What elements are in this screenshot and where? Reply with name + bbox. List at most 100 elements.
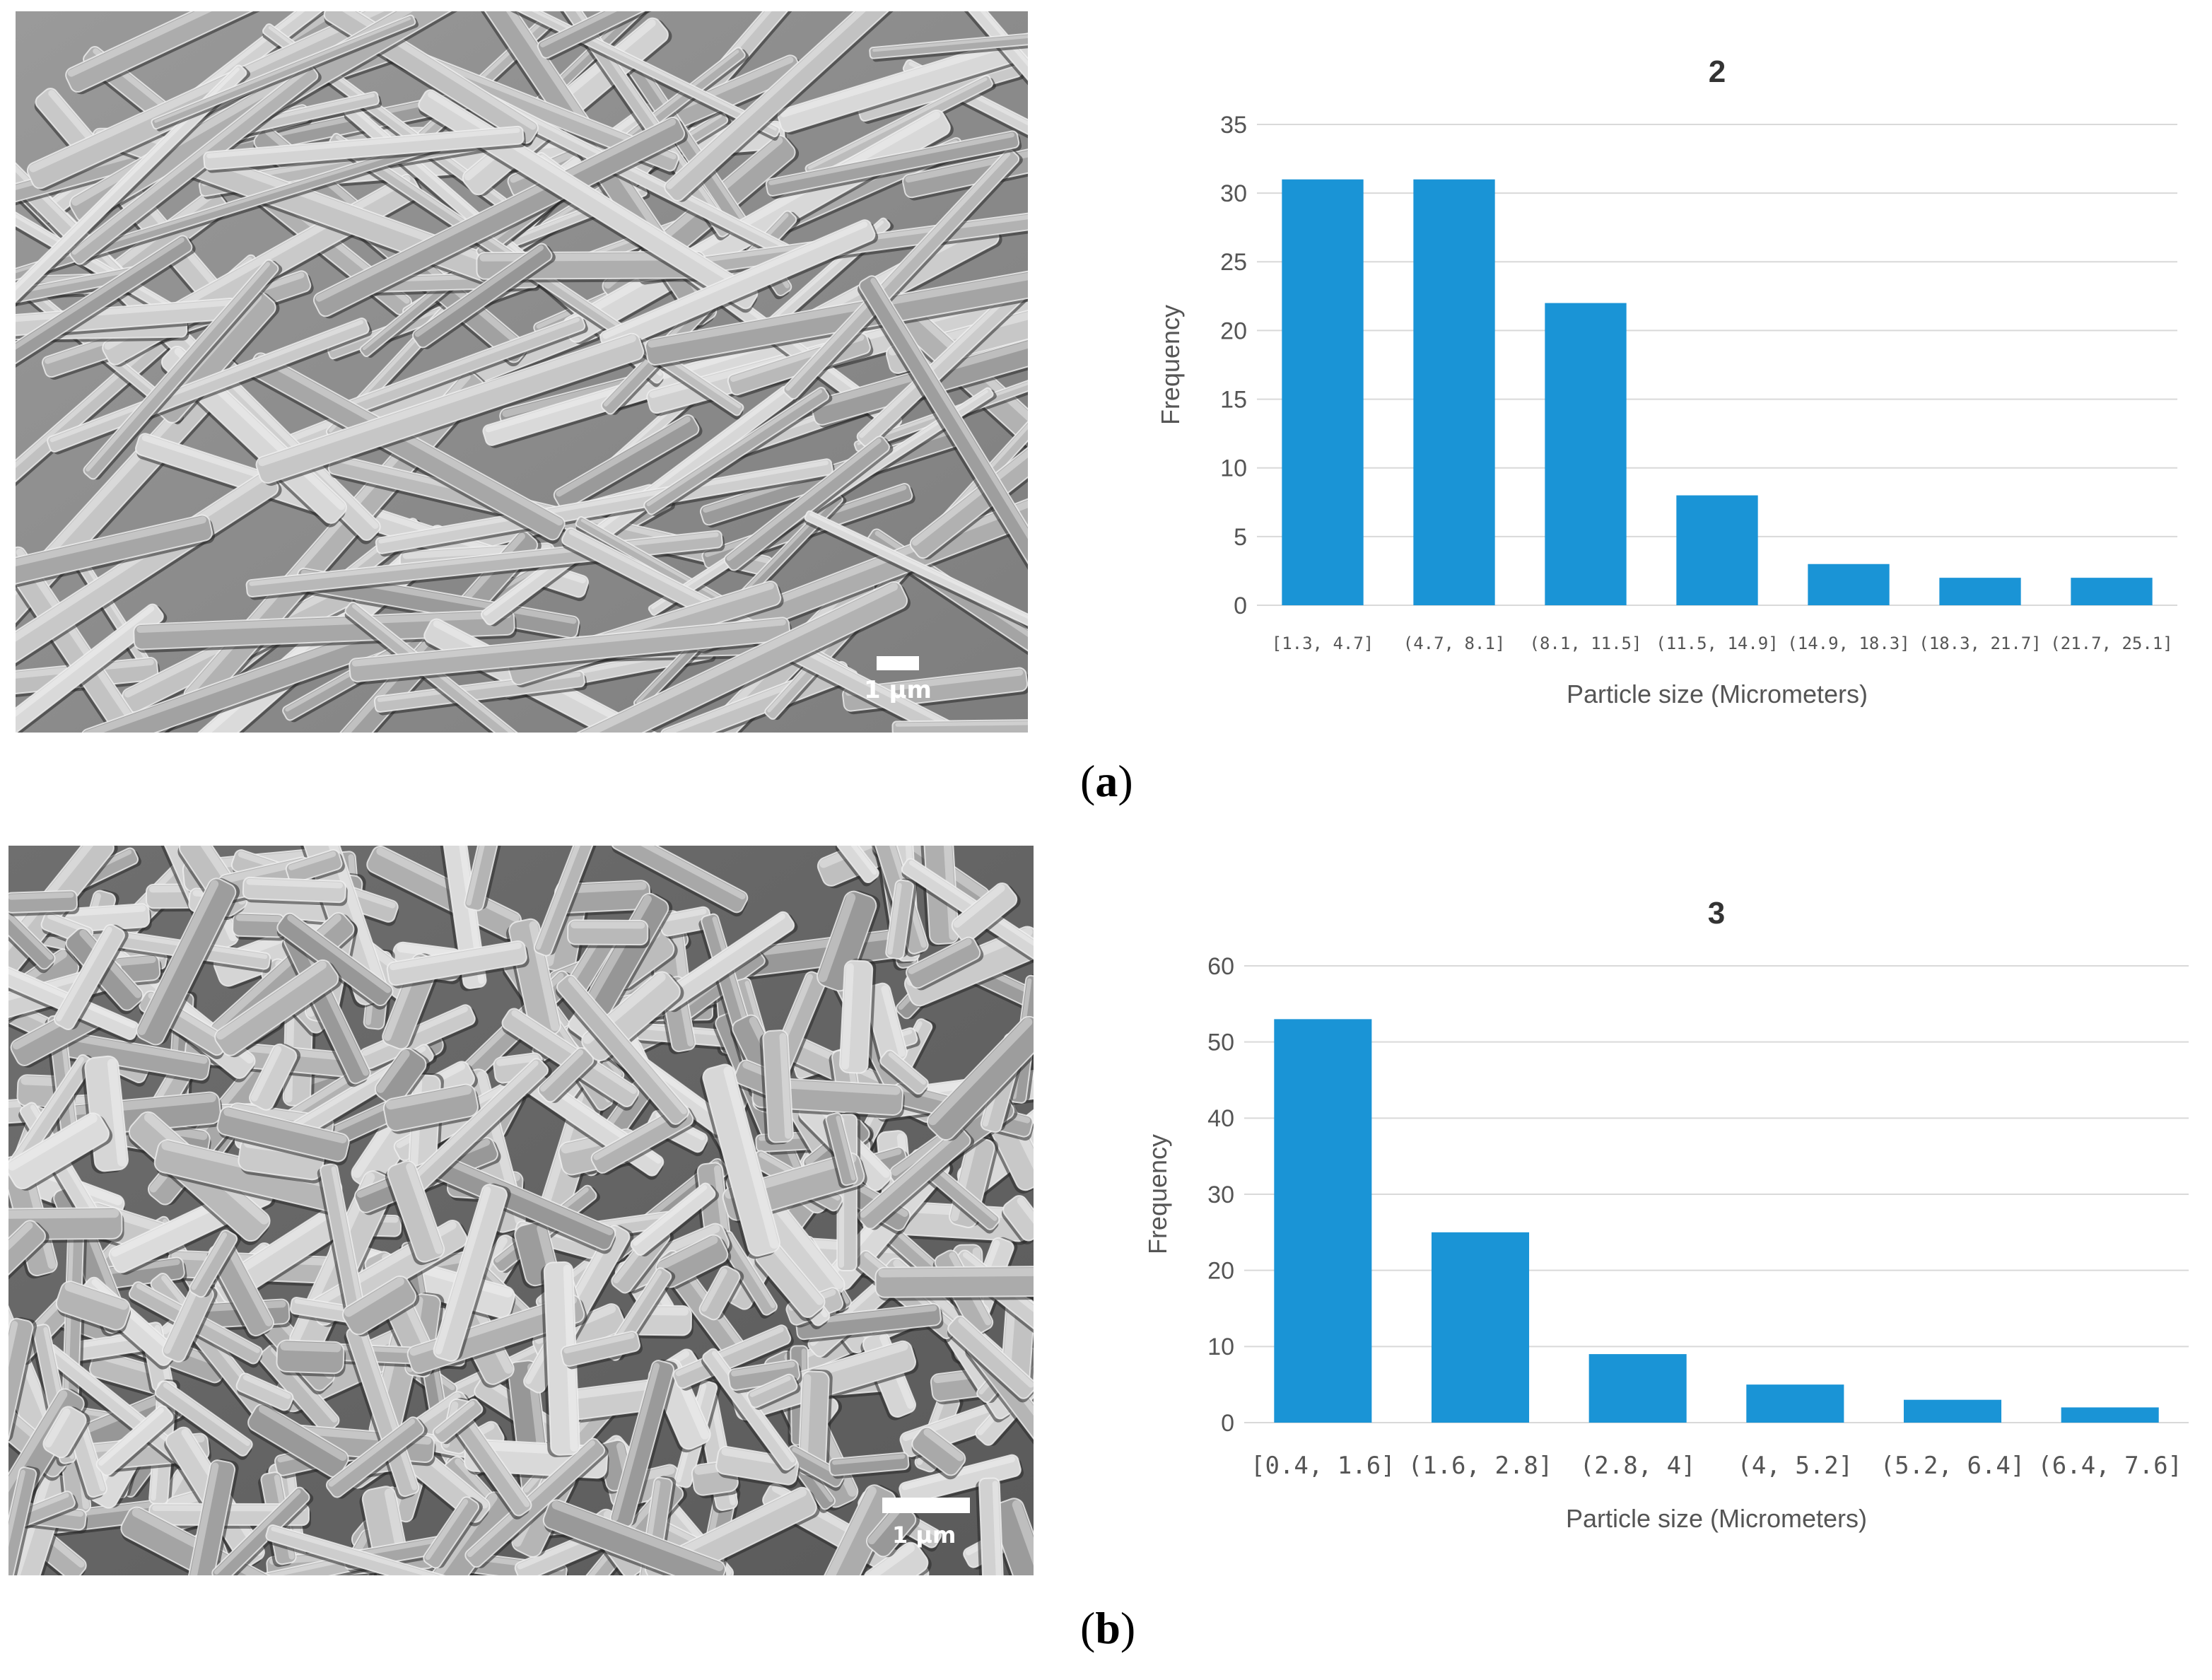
y-tick-label-a-3: 15 — [1220, 386, 1247, 413]
crystal — [216, 1106, 351, 1166]
crystal — [8, 1317, 37, 1445]
sem-micrograph-needles — [16, 11, 1028, 733]
crystal — [151, 14, 419, 132]
crystal — [317, 1163, 367, 1324]
y-tick-label-b-2: 20 — [1207, 1258, 1234, 1285]
x-tick-label-a-0: [1.3, 4.7] — [1272, 634, 1374, 653]
crystal — [8, 1112, 113, 1191]
bar-b-1 — [1431, 1232, 1530, 1423]
y-tick-label-b-3: 30 — [1207, 1182, 1234, 1208]
x-tick-label-b-4: (5.2, 6.4] — [1880, 1452, 2025, 1480]
crystal — [382, 1083, 481, 1134]
crystal — [423, 1496, 483, 1569]
crystal — [349, 617, 792, 685]
crystal — [8, 901, 56, 974]
scale-label-a: 1 µm — [864, 676, 932, 704]
scale-bar-b — [882, 1498, 970, 1513]
crystal — [8, 1054, 98, 1175]
panel-label-a: (a) — [1080, 756, 1133, 806]
crystal — [386, 940, 529, 988]
crystal — [214, 959, 342, 1058]
crystal — [891, 718, 1028, 733]
crystal — [611, 846, 749, 917]
crystal — [523, 581, 911, 733]
crystal — [783, 148, 1023, 400]
crystal — [285, 848, 345, 886]
crystal — [53, 923, 129, 1030]
crystal — [885, 878, 918, 960]
x-tick-label-a-3: (11.5, 14.9] — [1656, 634, 1778, 653]
crystal — [42, 1406, 90, 1459]
sem-crystals-a — [16, 11, 1028, 733]
crystal — [428, 1153, 616, 1254]
crystal — [433, 1183, 511, 1362]
crystal — [599, 219, 879, 355]
x-axis-label-a: Particle size (Micrometers) — [1567, 679, 1868, 707]
crystal — [338, 315, 588, 420]
crystal — [455, 1418, 532, 1519]
crystal — [823, 1112, 858, 1189]
bar-a-0 — [1282, 179, 1364, 605]
y-tick-label-a-1: 5 — [1234, 524, 1247, 551]
crystal — [177, 1459, 239, 1575]
crystal — [947, 1315, 1034, 1403]
x-tick-label-a-2: (8.1, 11.5] — [1530, 634, 1642, 653]
y-tick-label-b-0: 0 — [1221, 1410, 1234, 1437]
crystal — [69, 64, 322, 266]
y-tick-label-b-1: 10 — [1207, 1334, 1234, 1360]
y-tick-label-a-0: 0 — [1234, 593, 1247, 619]
panel-letter-a: a — [1095, 756, 1118, 806]
chart-title-a: 2 — [1709, 54, 1726, 89]
crystal — [325, 1416, 428, 1499]
crystal — [906, 936, 984, 991]
crystal — [658, 911, 798, 1013]
y-tick-label-a-6: 30 — [1220, 180, 1247, 207]
crystal — [16, 64, 251, 396]
crystal — [926, 1015, 1034, 1141]
chart-title-b: 3 — [1708, 896, 1725, 931]
crystal — [560, 1331, 643, 1370]
crystal — [242, 876, 348, 906]
bar-b-0 — [1274, 1019, 1372, 1423]
bar-a-1 — [1413, 179, 1495, 605]
crystal — [16, 514, 216, 624]
crystal — [385, 1160, 445, 1266]
sem-micrograph-rods — [8, 846, 1034, 1575]
bar-b-4 — [1903, 1399, 2002, 1423]
crystal — [249, 1043, 301, 1111]
crystal — [797, 1369, 833, 1476]
crystal — [542, 1499, 726, 1575]
crystal — [817, 890, 881, 992]
crystal — [8, 889, 80, 916]
crystal — [553, 414, 703, 511]
crystal — [154, 1380, 253, 1460]
bar-a-5 — [1939, 578, 2021, 605]
crystal — [976, 1477, 1005, 1575]
crystal — [556, 974, 689, 1128]
crystal — [83, 259, 283, 480]
crystal — [829, 1452, 911, 1479]
crystal — [869, 30, 1028, 62]
crystal — [630, 1182, 720, 1256]
x-tick-label-a-1: (4.7, 8.1] — [1403, 634, 1506, 653]
crystal — [211, 1486, 314, 1575]
crystal — [862, 1541, 932, 1575]
crystal — [8, 956, 139, 1044]
x-tick-label-a-4: (14.9, 18.3] — [1787, 634, 1909, 653]
crystal — [247, 1403, 349, 1481]
crystal — [816, 1484, 900, 1575]
bar-a-2 — [1545, 303, 1627, 605]
crystal — [276, 912, 394, 1010]
crystal — [537, 1046, 597, 1103]
crystal — [879, 1049, 929, 1098]
crystal — [133, 609, 517, 653]
panel-letter-b: b — [1095, 1603, 1120, 1653]
crystal — [759, 1029, 794, 1145]
crystal — [464, 1437, 609, 1568]
y-axis-label-b: Frequency — [1143, 1134, 1172, 1254]
y-tick-label-b-4: 40 — [1207, 1105, 1234, 1132]
sem-image-b: 1 µm — [8, 846, 1034, 1575]
crystal — [643, 387, 833, 516]
crystal — [189, 1230, 242, 1298]
crystal — [47, 1029, 211, 1084]
